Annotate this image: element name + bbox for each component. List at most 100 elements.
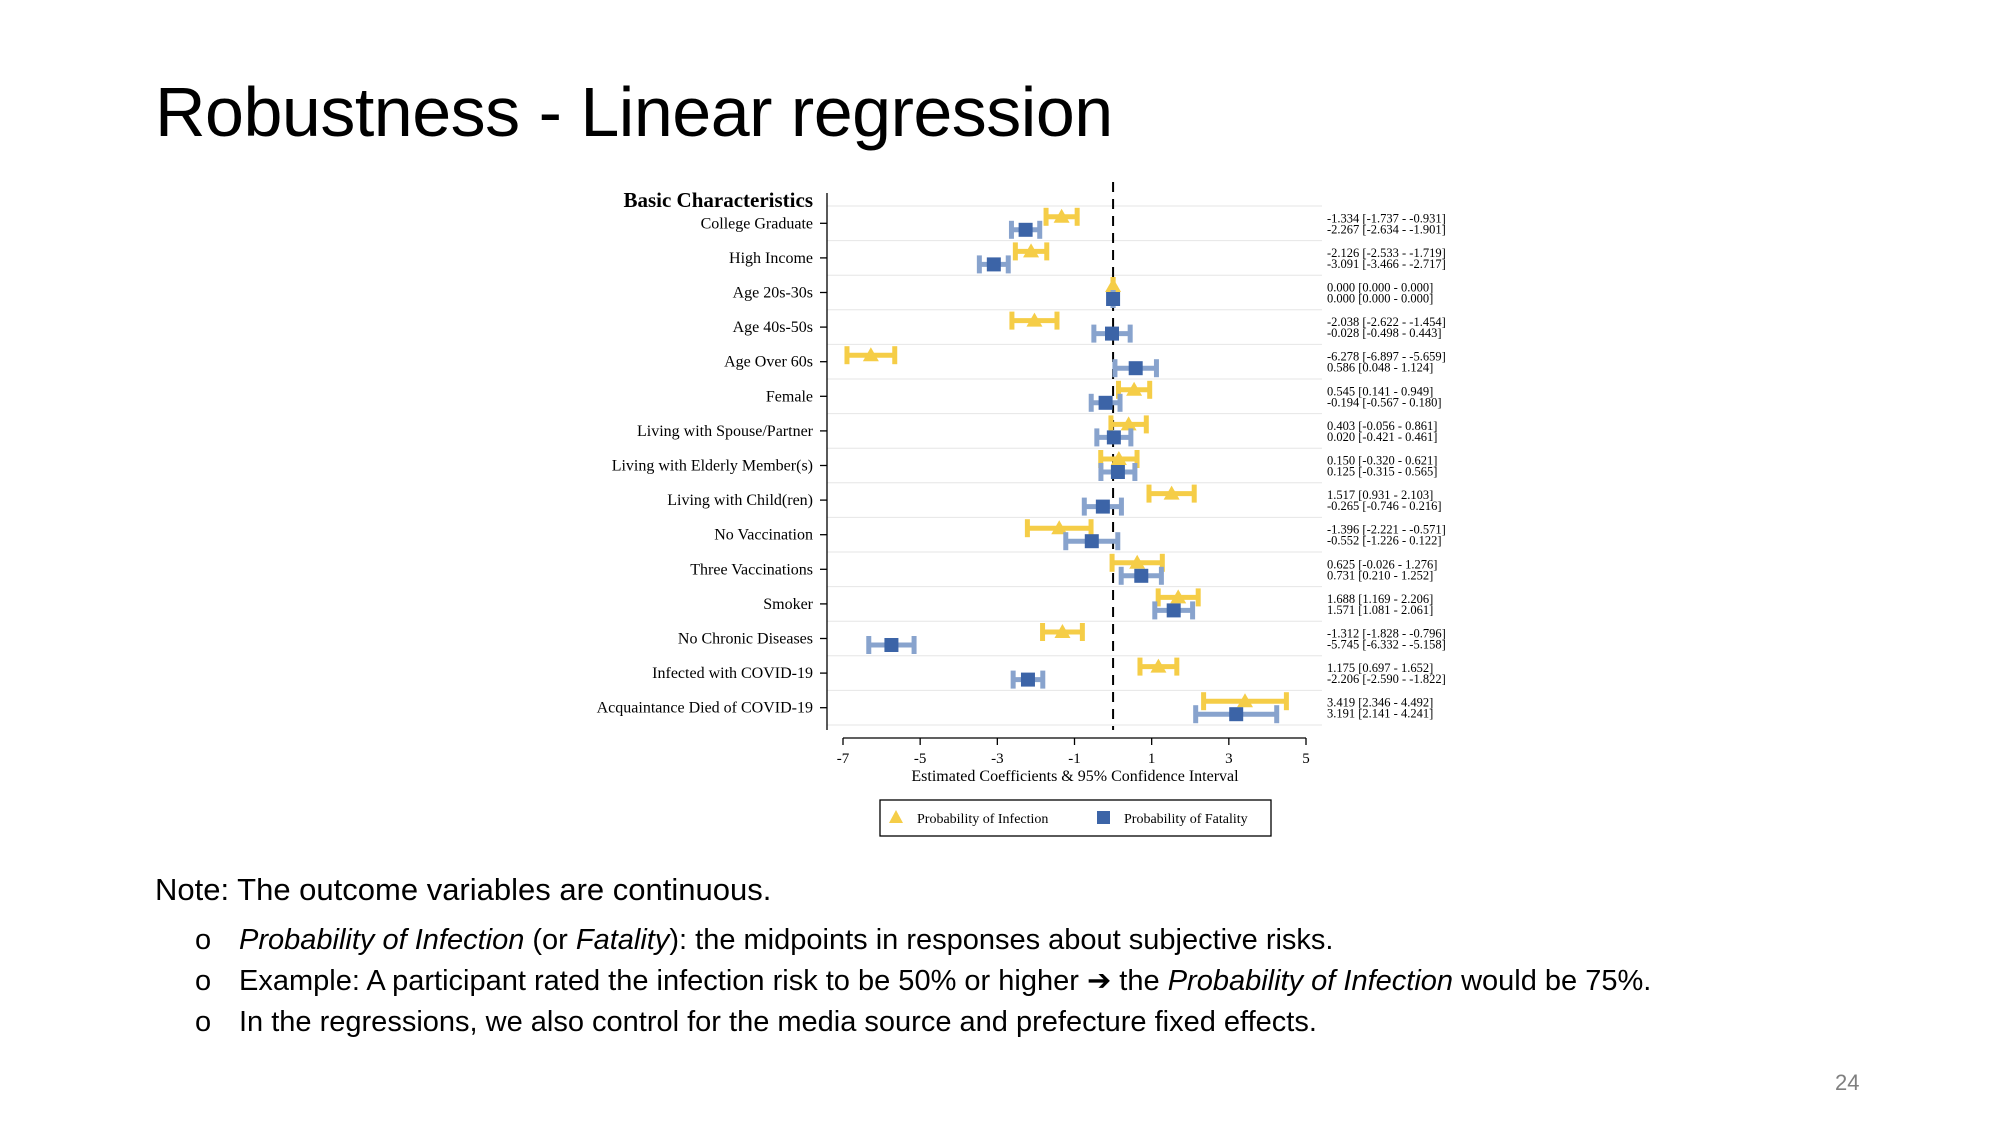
category-label: Age 40s-50s — [733, 319, 813, 336]
category-label: Three Vaccinations — [690, 561, 813, 578]
category-label: Living with Spouse/Partner — [637, 423, 814, 440]
note-heading: Note: The outcome variables are continuo… — [155, 872, 772, 907]
bullet-text: ): the midpoints in responses about subj… — [669, 924, 1334, 956]
category-label: Age Over 60s — [724, 354, 813, 371]
point-fatality — [986, 257, 1001, 272]
value-label-fatality: -3.091 [-3.466 - -2.717] — [1327, 257, 1446, 271]
category-label: Living with Child(ren) — [667, 492, 813, 509]
x-axis-title: Estimated Coefficients & 95% Confidence … — [911, 768, 1239, 785]
value-label-infection: 1.175 [0.697 - 1.652] — [1327, 661, 1433, 675]
category-label: Infected with COVID-19 — [652, 665, 813, 682]
point-infection — [1054, 624, 1071, 638]
group-label: Basic Characteristics — [623, 188, 813, 212]
category-label: High Income — [729, 250, 813, 267]
value-label-fatality: 3.191 [2.141 - 4.241] — [1327, 707, 1433, 721]
point-fatality — [1020, 672, 1035, 687]
point-infection — [1163, 485, 1180, 500]
bullet-text: Example: A participant rated the infecti… — [239, 965, 1087, 997]
legend-label-infection: Probability of Infection — [917, 812, 1048, 827]
value-label-infection: 3.419 [2.346 - 4.492] — [1327, 696, 1433, 710]
value-label-infection: 1.517 [0.931 - 2.103] — [1327, 488, 1433, 502]
value-label-infection: -1.334 [-1.737 - -0.931] — [1327, 211, 1446, 225]
note-bullet: o In the regressions, we also control for… — [195, 1002, 1651, 1043]
value-label-fatality: 0.000 [0.000 - 0.000] — [1327, 292, 1433, 306]
x-tick-label: 1 — [1148, 751, 1156, 767]
x-tick-label: -3 — [991, 751, 1004, 767]
category-label: Acquaintance Died of COVID-19 — [597, 700, 813, 717]
page-number: 24 — [1835, 1070, 1860, 1095]
value-label-infection: 0.000 [0.000 - 0.000] — [1327, 281, 1433, 295]
point-infection — [1150, 658, 1167, 673]
point-infection — [1126, 381, 1143, 396]
category-label: College Graduate — [701, 215, 813, 232]
note-bullet: o Example: A participant rated the infect… — [195, 961, 1651, 1002]
category-label: Female — [766, 388, 813, 405]
bullet-text: Probability of Infection — [1167, 965, 1454, 997]
value-label-fatality: 0.586 [0.048 - 1.124] — [1327, 361, 1433, 375]
category-label: No Chronic Diseases — [678, 631, 813, 648]
value-label-infection: -2.126 [-2.533 - -1.719] — [1327, 246, 1446, 260]
coefficient-chart: Basic Characteristics College Graduate -1.… — [597, 182, 1446, 837]
slide-title: Robustness - Linear regression — [155, 73, 1113, 151]
bullet-text: would be 75%. — [1453, 965, 1652, 997]
point-infection — [1026, 312, 1043, 327]
bullet-marker: o — [195, 1006, 212, 1038]
point-infection — [862, 347, 879, 362]
point-infection — [1105, 278, 1122, 292]
point-infection — [1023, 243, 1040, 258]
point-fatality — [1098, 395, 1113, 410]
bullet-text: (or — [524, 924, 576, 956]
value-label-fatality: 0.020 [-0.421 - 0.461] — [1327, 430, 1437, 444]
point-fatality — [1110, 465, 1125, 479]
point-infection — [1236, 693, 1253, 708]
value-label-infection: -6.278 [-6.897 - -5.659] — [1327, 350, 1446, 364]
legend-marker-infection — [889, 810, 903, 823]
bullet-marker: o — [195, 965, 212, 997]
bullet-text: ➔ — [1086, 965, 1112, 997]
value-label-fatality: -5.745 [-6.332 - -5.158] — [1327, 638, 1446, 652]
note-bullet: o Probability of Infection (or Fatality):… — [195, 920, 1651, 961]
point-infection — [1120, 416, 1137, 431]
category-label: No Vaccination — [714, 527, 813, 544]
value-label-infection: -1.396 [-2.221 - -0.571] — [1327, 523, 1446, 537]
point-fatality — [1134, 568, 1149, 583]
note-bullet-list: o Probability of Infection (or Fatality):… — [195, 920, 1651, 1043]
value-label-fatality: -0.194 [-0.567 - 0.180] — [1327, 395, 1442, 409]
point-infection — [1129, 554, 1146, 569]
value-label-fatality: -2.267 [-2.634 - -1.901] — [1327, 222, 1446, 236]
legend-label-fatality: Probability of Fatality — [1124, 812, 1248, 827]
point-fatality — [1128, 361, 1143, 376]
point-infection — [1053, 208, 1070, 223]
value-label-infection: 0.150 [-0.320 - 0.621] — [1327, 454, 1437, 468]
bullet-text: Fatality — [575, 924, 670, 956]
bullet-text: In the regressions, we also control for … — [239, 1006, 1317, 1038]
x-tick-label: -7 — [837, 751, 850, 767]
value-label-fatality: -0.028 [-0.498 - 0.443] — [1327, 326, 1442, 340]
point-fatality — [1018, 222, 1033, 237]
bullet-text: the — [1111, 965, 1168, 997]
point-infection — [1170, 589, 1187, 604]
point-fatality — [1166, 603, 1181, 618]
point-fatality — [1084, 534, 1099, 549]
bullet-marker: o — [195, 924, 212, 956]
point-infection — [1051, 520, 1068, 535]
point-fatality — [1095, 499, 1110, 514]
x-tick-label: 5 — [1302, 751, 1310, 767]
point-fatality — [1105, 326, 1120, 341]
value-label-fatality: -2.206 [-2.590 - -1.822] — [1327, 672, 1446, 686]
value-label-fatality: -0.265 [-0.746 - 0.216] — [1327, 499, 1442, 513]
category-label: Smoker — [763, 596, 813, 613]
value-label-infection: 0.625 [-0.026 - 1.276] — [1327, 557, 1437, 571]
bullet-text: Probability of Infection — [239, 924, 525, 956]
x-tick-label: 3 — [1225, 751, 1233, 767]
point-fatality — [1229, 707, 1244, 722]
x-tick-label: -5 — [914, 751, 927, 767]
value-label-fatality: 0.125 [-0.315 - 0.565] — [1327, 465, 1437, 479]
value-label-infection: 0.403 [-0.056 - 0.861] — [1327, 419, 1437, 433]
value-label-fatality: 1.571 [1.081 - 2.061] — [1327, 603, 1433, 617]
point-infection — [1110, 451, 1127, 465]
legend-box — [879, 799, 1272, 837]
value-label-infection: -1.312 [-1.828 - -0.796] — [1327, 627, 1446, 641]
value-label-fatality: -0.552 [-1.226 - 0.122] — [1327, 534, 1442, 548]
x-tick-label: -1 — [1068, 751, 1081, 767]
